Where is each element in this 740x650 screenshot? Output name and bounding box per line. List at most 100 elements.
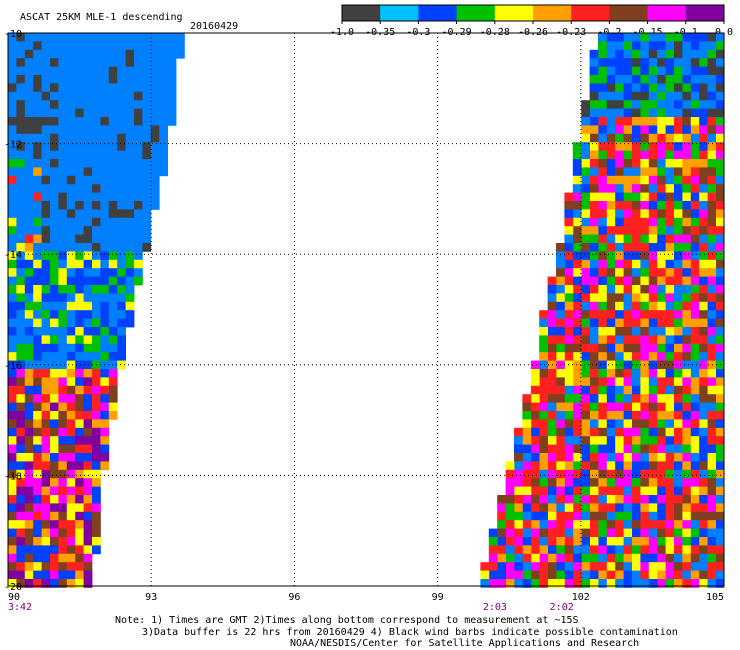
wind-cell xyxy=(682,234,691,244)
wind-cell xyxy=(648,268,658,277)
wind-cell xyxy=(75,377,84,387)
wind-cell xyxy=(83,276,93,286)
wind-cell xyxy=(66,579,76,588)
wind-cell xyxy=(134,75,143,84)
wind-cell xyxy=(631,343,641,353)
wind-cell xyxy=(75,579,84,588)
wind-cell xyxy=(564,209,574,219)
wind-cell xyxy=(92,133,101,143)
wind-cell xyxy=(108,352,118,361)
wind-cell xyxy=(690,318,700,328)
wind-cell xyxy=(614,184,624,193)
wind-cell xyxy=(505,503,515,513)
wind-cell xyxy=(539,369,548,378)
wind-cell xyxy=(547,444,557,454)
wind-cell xyxy=(648,478,658,487)
wind-cell xyxy=(50,125,59,135)
wind-cell xyxy=(75,58,84,67)
wind-cell xyxy=(606,243,616,252)
wind-cell xyxy=(690,293,700,303)
wind-cell xyxy=(100,293,110,303)
wind-cell xyxy=(8,520,17,529)
wind-cell xyxy=(134,226,143,235)
wind-cell xyxy=(631,49,641,59)
wind-cell xyxy=(505,495,515,504)
wind-cell xyxy=(623,167,632,177)
wind-cell xyxy=(673,402,683,412)
wind-cell xyxy=(530,394,540,403)
wind-cell xyxy=(690,545,700,555)
wind-cell xyxy=(690,142,700,151)
wind-cell xyxy=(8,276,17,286)
wind-cell xyxy=(589,66,599,76)
wind-cell xyxy=(33,150,42,160)
wind-cell xyxy=(606,201,616,210)
wind-cell xyxy=(556,293,565,303)
wind-cell xyxy=(539,553,548,563)
wind-cell xyxy=(117,217,126,227)
wind-cell xyxy=(16,402,26,412)
wind-cell xyxy=(581,293,590,303)
wind-cell xyxy=(134,125,143,135)
wind-cell xyxy=(58,209,68,219)
wind-cell xyxy=(648,226,658,235)
wind-cell xyxy=(656,285,666,294)
wind-cell xyxy=(488,553,498,563)
wind-cell xyxy=(100,369,110,378)
wind-cell xyxy=(589,352,599,361)
wind-cell xyxy=(715,436,725,445)
wind-cell xyxy=(648,419,658,429)
wind-cell xyxy=(648,142,658,151)
wind-cell xyxy=(640,276,649,286)
wind-cell xyxy=(134,209,143,219)
wind-cell xyxy=(58,385,68,395)
wind-cell xyxy=(564,486,574,496)
wind-cell xyxy=(530,427,540,437)
wind-cell xyxy=(16,251,26,261)
wind-cell xyxy=(75,520,84,529)
wind-cell xyxy=(41,461,51,471)
wind-cell xyxy=(66,167,76,177)
wind-cell xyxy=(8,486,17,496)
wind-cell xyxy=(92,511,101,521)
wind-cell xyxy=(564,427,574,437)
wind-cell xyxy=(606,117,616,126)
wind-cell xyxy=(589,579,599,588)
wind-cell xyxy=(16,150,26,160)
wind-cell xyxy=(648,453,658,462)
wind-cell xyxy=(75,217,84,227)
wind-cell xyxy=(125,226,135,235)
wind-cell xyxy=(673,175,683,185)
legend-swatch xyxy=(494,5,534,21)
wind-cell xyxy=(623,142,632,151)
wind-cell xyxy=(598,49,607,59)
wind-cell xyxy=(623,310,632,319)
wind-cell xyxy=(547,537,557,546)
wind-cell xyxy=(606,285,616,294)
wind-cell xyxy=(142,66,152,76)
wind-cell xyxy=(698,453,708,462)
wind-cell xyxy=(41,285,51,294)
wind-cell xyxy=(50,343,59,353)
wind-cell xyxy=(707,268,716,277)
wind-cell xyxy=(75,553,84,563)
wind-cell xyxy=(690,537,700,546)
wind-cell xyxy=(606,411,616,420)
wind-cell xyxy=(16,486,26,496)
wind-cell xyxy=(665,310,674,319)
wind-cell xyxy=(581,461,590,471)
wind-cell xyxy=(656,369,666,378)
wind-cell xyxy=(16,570,26,580)
wind-cell xyxy=(150,49,160,59)
wind-cell xyxy=(690,427,700,437)
wind-cell xyxy=(125,167,135,177)
wind-cell xyxy=(631,108,641,118)
wind-cell xyxy=(556,335,565,345)
wind-cell xyxy=(589,545,599,555)
wind-cell xyxy=(640,528,649,538)
wind-cell xyxy=(83,310,93,319)
wind-cell xyxy=(8,369,17,378)
wind-cell xyxy=(24,570,34,580)
wind-cell xyxy=(83,201,93,210)
wind-cell xyxy=(24,327,34,336)
